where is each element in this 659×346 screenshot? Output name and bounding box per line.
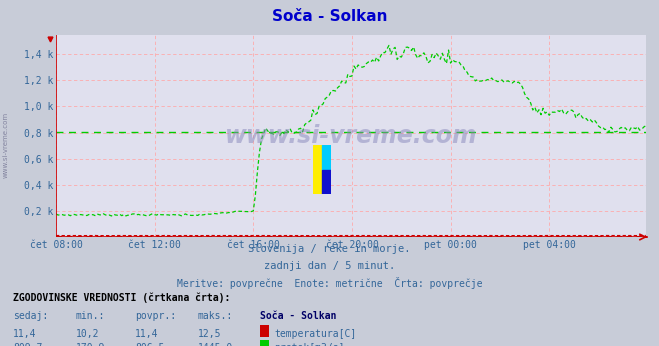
Text: povpr.:: povpr.: <box>135 311 176 321</box>
Text: www.si-vreme.com: www.si-vreme.com <box>225 124 477 148</box>
Text: Slovenija / reke in morje.: Slovenija / reke in morje. <box>248 244 411 254</box>
Text: Soča - Solkan: Soča - Solkan <box>272 9 387 24</box>
Text: Soča - Solkan: Soča - Solkan <box>260 311 337 321</box>
Text: maks.:: maks.: <box>198 311 233 321</box>
Text: 11,4: 11,4 <box>135 329 159 339</box>
Text: 806,5: 806,5 <box>135 343 165 346</box>
Text: 10,2: 10,2 <box>76 329 100 339</box>
Text: 1445,0: 1445,0 <box>198 343 233 346</box>
Text: ZGODOVINSKE VREDNOSTI (črtkana črta):: ZGODOVINSKE VREDNOSTI (črtkana črta): <box>13 292 231 303</box>
Text: Meritve: povprečne  Enote: metrične  Črta: povprečje: Meritve: povprečne Enote: metrične Črta:… <box>177 277 482 289</box>
Text: sedaj:: sedaj: <box>13 311 48 321</box>
Bar <box>322 145 331 170</box>
Text: www.si-vreme.com: www.si-vreme.com <box>2 112 9 179</box>
Text: 12,5: 12,5 <box>198 329 221 339</box>
Text: min.:: min.: <box>76 311 105 321</box>
Text: 11,4: 11,4 <box>13 329 37 339</box>
Text: pretok[m3/s]: pretok[m3/s] <box>274 343 345 346</box>
Text: 170,9: 170,9 <box>76 343 105 346</box>
Bar <box>322 170 331 194</box>
Bar <box>313 145 322 194</box>
Text: zadnji dan / 5 minut.: zadnji dan / 5 minut. <box>264 261 395 271</box>
Text: temperatura[C]: temperatura[C] <box>274 329 357 339</box>
Text: 809,7: 809,7 <box>13 343 43 346</box>
